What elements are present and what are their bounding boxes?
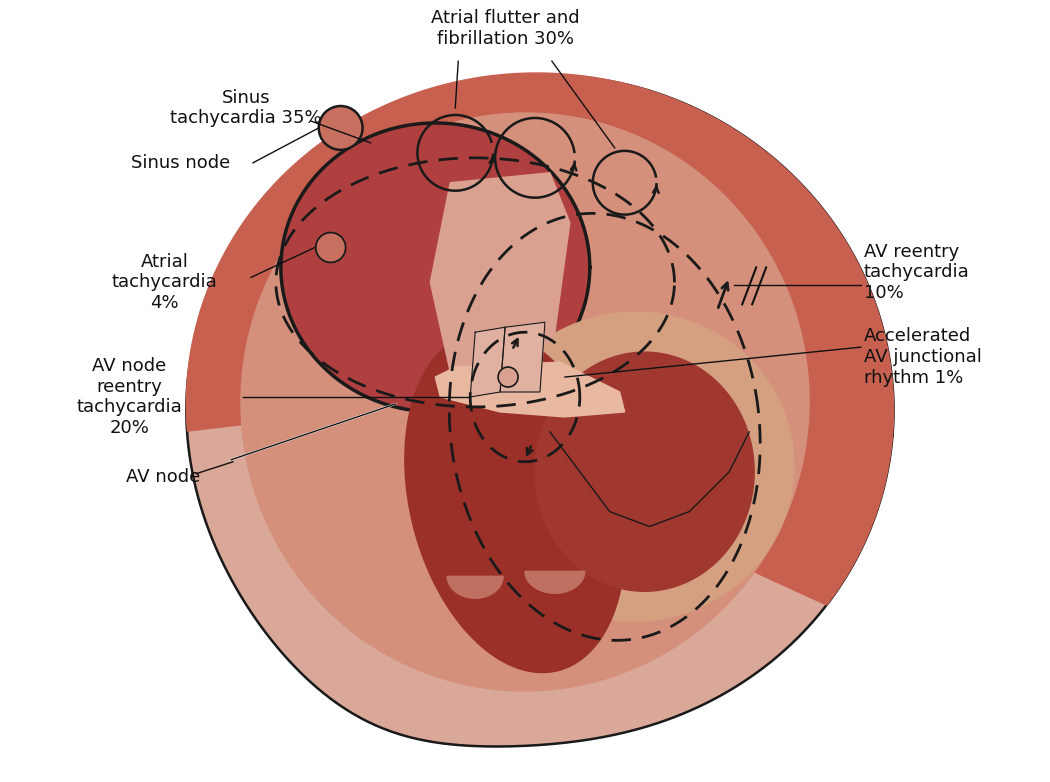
Polygon shape <box>476 312 794 621</box>
Text: Sinus node: Sinus node <box>131 154 231 172</box>
Polygon shape <box>430 173 570 397</box>
Polygon shape <box>500 322 545 392</box>
Polygon shape <box>186 73 894 605</box>
Text: AV node
reentry
tachycardia
20%: AV node reentry tachycardia 20% <box>77 357 183 437</box>
Text: AV reentry
tachycardia
10%: AV reentry tachycardia 10% <box>864 242 969 302</box>
Polygon shape <box>447 576 503 598</box>
Text: AV node: AV node <box>126 468 201 486</box>
Polygon shape <box>470 327 505 397</box>
Text: Atrial
tachycardia
4%: Atrial tachycardia 4% <box>111 253 217 312</box>
Text: Sinus
tachycardia 35%: Sinus tachycardia 35% <box>170 88 321 127</box>
Circle shape <box>498 367 518 387</box>
Text: Atrial flutter and
fibrillation 30%: Atrial flutter and fibrillation 30% <box>430 9 580 48</box>
Polygon shape <box>525 572 585 594</box>
Text: Accelerated
AV junctional
rhythm 1%: Accelerated AV junctional rhythm 1% <box>864 328 982 387</box>
Circle shape <box>316 232 345 263</box>
Polygon shape <box>436 362 625 417</box>
Circle shape <box>319 106 362 150</box>
Polygon shape <box>186 77 894 747</box>
Polygon shape <box>281 123 590 412</box>
Polygon shape <box>405 331 625 673</box>
Polygon shape <box>242 113 808 691</box>
Polygon shape <box>534 352 754 591</box>
